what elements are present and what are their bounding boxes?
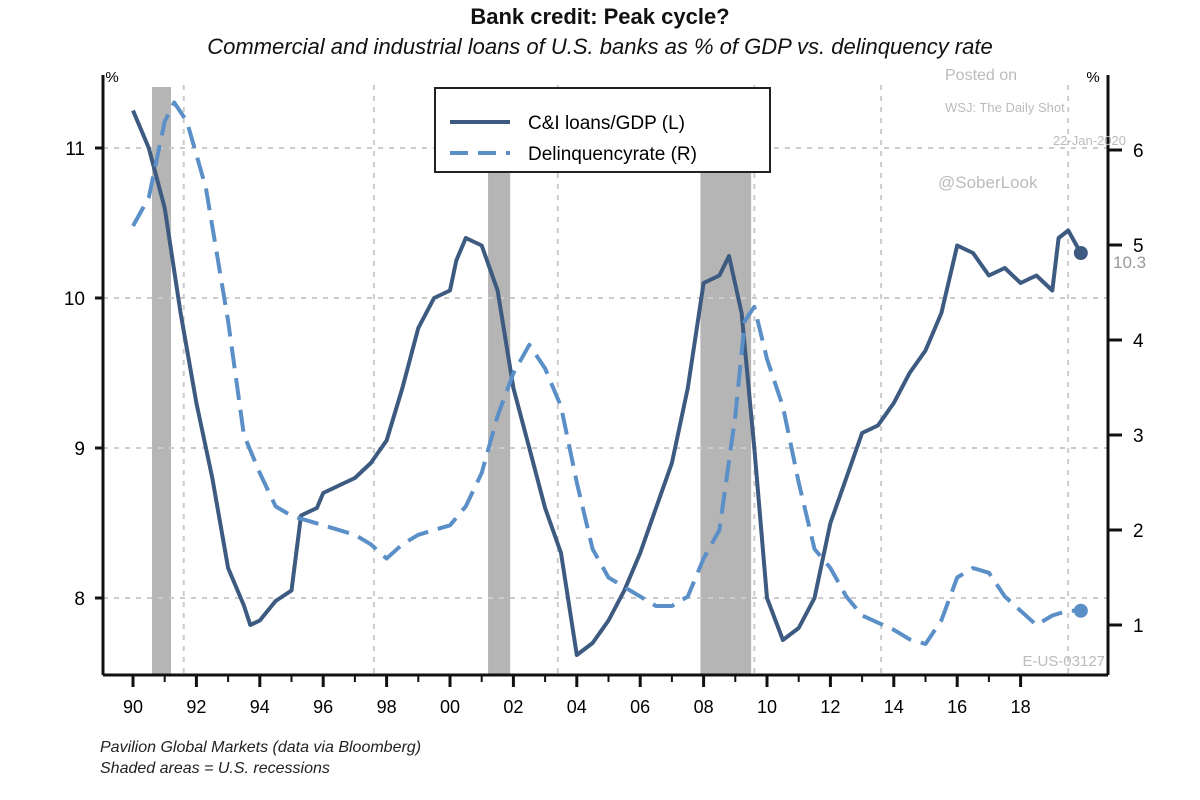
x-tick-label: 06 [630,697,650,717]
last-value-label: 10.3 [1113,253,1146,272]
right-tick-label: 3 [1133,426,1144,447]
recession-band [700,87,752,675]
x-tick-label: 00 [440,697,460,717]
x-tick-label: 94 [250,697,270,717]
chart-subtitle: Commercial and industrial loans of U.S. … [207,34,993,59]
x-tick-label: 90 [123,697,143,717]
x-tick-label: 18 [1011,697,1031,717]
left-tick-label: 10 [64,289,85,310]
legend: C&I loans/GDP (L) Delinquencyrate (R) [434,87,771,173]
left-tick-label: 9 [74,439,85,460]
loans-gdp-last-point [1073,246,1088,260]
watermark-posted: Posted on [945,67,1017,84]
x-tick-label: 08 [694,697,714,717]
legend-label-delinquency: Delinquencyrate (R) [528,144,697,165]
x-tick-label: 92 [186,697,206,717]
loans-gdp-line [131,109,1083,657]
x-tick-label: 10 [757,697,777,717]
chart-title: Bank credit: Peak cycle? [470,4,730,29]
left-axis-unit: % [105,69,118,86]
right-tick-label: 4 [1133,331,1144,352]
x-tick-label: 98 [377,697,397,717]
x-tick-label: 12 [820,697,840,717]
right-tick-label: 5 [1133,236,1144,257]
left-tick-label: 11 [65,139,85,160]
delinquency-last-point [1073,603,1088,618]
footnote-recessions: Shaded areas = U.S. recessions [100,760,330,777]
recession-band [152,87,172,675]
right-tick-label: 2 [1133,521,1144,542]
watermark-source: WSJ: The Daily Shot [945,100,1065,115]
recession-band [488,87,511,675]
x-tick-label: 16 [947,697,967,717]
left-tick-label: 8 [74,589,85,610]
x-tick-label: 96 [313,697,333,717]
legend-label-loans: C&I loans/GDP (L) [528,113,685,134]
footnote-source: Pavilion Global Markets (data via Bloomb… [100,739,422,756]
watermark-date: 22-Jan-2020 [1053,133,1126,148]
x-tick-label: 04 [567,697,587,717]
x-tick-label: 14 [884,697,904,717]
right-tick-label: 1 [1133,616,1144,637]
watermark-handle: @SoberLook [938,173,1038,192]
chart-code: E-US-03127 [1022,653,1105,670]
right-tick-label: 6 [1133,141,1144,162]
delinquency-rate-line [131,100,1081,646]
x-tick-label: 02 [503,697,523,717]
right-axis-unit: % [1086,69,1099,86]
